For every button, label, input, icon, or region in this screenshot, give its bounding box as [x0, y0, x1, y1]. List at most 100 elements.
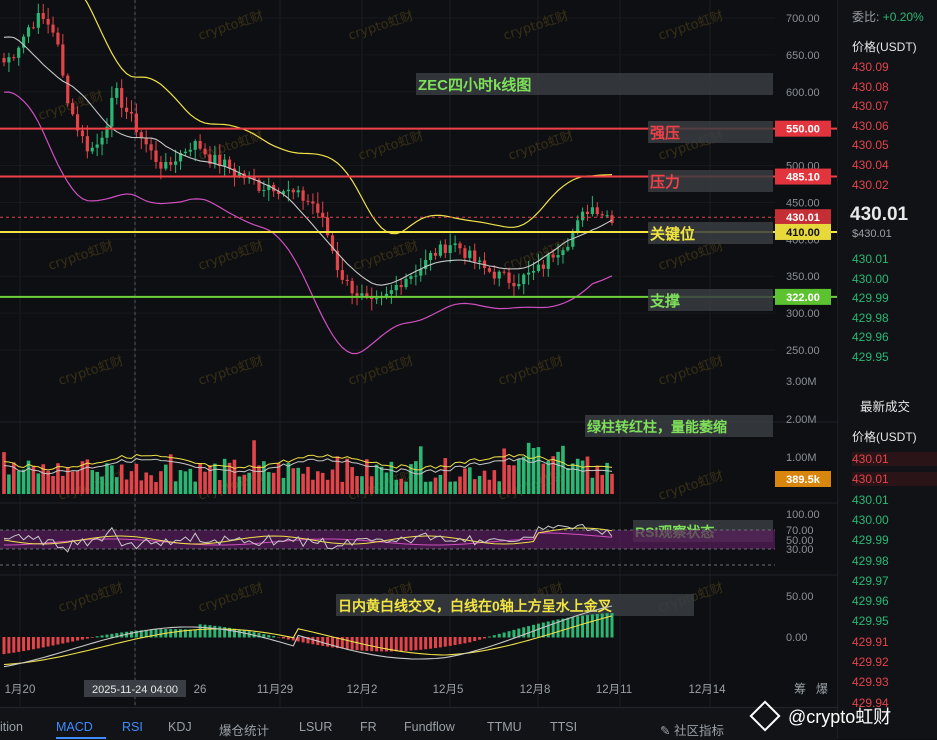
- candle-body: [326, 217, 330, 236]
- ask-price-row[interactable]: 430.05: [852, 138, 889, 153]
- macd-bar: [61, 637, 65, 644]
- candle-body: [115, 88, 119, 98]
- tab-lsur[interactable]: LSUR: [299, 720, 333, 734]
- watermark: crypto虹财: [197, 129, 266, 164]
- candle-body: [551, 254, 555, 258]
- macd-bar: [237, 629, 241, 638]
- macd-bar: [36, 637, 40, 649]
- chart-area[interactable]: crypto虹财 crypto虹财 crypto虹财 crypto虹财 crypto虹财…: [0, 0, 837, 739]
- volume-bar: [369, 476, 374, 494]
- volume-bar: [95, 471, 99, 494]
- macd-bar: [139, 630, 143, 638]
- volume-bar: [374, 464, 379, 494]
- volume-bar: [399, 478, 403, 494]
- volume-bar: [526, 442, 531, 494]
- candle-body: [330, 235, 335, 251]
- volume-bar: [85, 459, 90, 494]
- tab-ttmu[interactable]: TTMU: [487, 720, 522, 734]
- volume-bar: [291, 468, 296, 494]
- bid-price-row[interactable]: 429.99: [852, 291, 889, 306]
- support-annotation-box: [648, 289, 773, 311]
- candle-body: [159, 162, 163, 169]
- tab-macd[interactable]: MACD: [56, 720, 93, 734]
- bid-price-row[interactable]: 429.98: [852, 310, 889, 325]
- candle-body: [580, 211, 585, 221]
- macd-bar: [595, 613, 599, 638]
- macd-bar: [277, 637, 281, 638]
- tab-ttsi[interactable]: TTSI: [550, 720, 578, 734]
- trade-price-row: 429.96: [852, 594, 889, 609]
- candle-body: [541, 264, 545, 269]
- candle-body: [2, 57, 6, 63]
- community-indicator-button[interactable]: ✎ 社区指标: [660, 720, 724, 739]
- ask-price-row[interactable]: 430.04: [852, 158, 889, 172]
- ask-price-row[interactable]: 430.02: [852, 177, 889, 192]
- rsi-tick-label: 30.00: [786, 544, 814, 556]
- candle-body: [585, 211, 590, 215]
- price-tick-label: 450.00: [786, 197, 820, 209]
- volume-current-tag-bg: [775, 471, 831, 487]
- candle-body: [409, 276, 413, 279]
- candle-body: [600, 214, 604, 216]
- bid-price-row[interactable]: 429.95: [852, 350, 889, 364]
- time-tick-label: 1月20: [5, 684, 36, 696]
- tab-position[interactable]: ition: [0, 720, 23, 734]
- candle-body: [443, 244, 447, 254]
- ask-price-row[interactable]: 430.07: [852, 99, 889, 114]
- tab-kdj[interactable]: KDJ: [168, 720, 192, 734]
- macd-bar: [51, 637, 55, 646]
- bid-price-row[interactable]: 429.96: [852, 330, 889, 345]
- macd-dif-line: [3, 605, 613, 668]
- candle-body: [419, 269, 423, 276]
- candle-body: [262, 190, 266, 192]
- trade-price-row: 430.00: [852, 512, 889, 527]
- ask-price-row[interactable]: 430.09: [852, 60, 889, 74]
- tab-fr[interactable]: FR: [360, 720, 377, 734]
- crosshair-time-bg: [84, 680, 186, 697]
- candle-body: [512, 282, 516, 287]
- volume-tick-label: 2.00M: [786, 414, 817, 426]
- volume-bar: [517, 459, 521, 494]
- bid-price-row[interactable]: 430.00: [852, 271, 889, 286]
- candle-body: [276, 191, 281, 194]
- price-tick-label: 600.00: [786, 87, 820, 99]
- macd-bar: [90, 637, 94, 638]
- candle-body: [105, 126, 109, 138]
- ask-price-row[interactable]: 430.06: [852, 118, 889, 133]
- volume-bar: [16, 470, 21, 494]
- volume-bar: [262, 461, 266, 494]
- macd-tick-label: 50.00: [786, 591, 814, 603]
- candle-body: [71, 103, 75, 115]
- trade-price-row: 429.93: [852, 675, 889, 690]
- bid-price-row[interactable]: 430.01: [852, 252, 889, 266]
- volume-bar: [80, 461, 85, 494]
- candle-body: [463, 248, 467, 258]
- candle-body: [12, 57, 16, 59]
- trades-title: 最新成交: [860, 400, 911, 414]
- chart-title-annotation-box: [416, 73, 773, 95]
- last-price-usd: $430.01: [852, 228, 892, 240]
- macd-bar: [17, 637, 21, 652]
- liquidation-button: 爆: [816, 682, 828, 696]
- macd-bar: [154, 629, 158, 638]
- watermark: crypto虹财: [357, 129, 426, 164]
- candle-body: [453, 243, 457, 246]
- volume-bar: [570, 463, 575, 494]
- macd-bar: [365, 637, 369, 651]
- macd-bar: [507, 631, 511, 638]
- macd-bar: [355, 637, 359, 651]
- watermark: crypto虹财: [197, 581, 266, 616]
- candle-body: [183, 151, 188, 154]
- candle-body: [7, 57, 11, 63]
- tab-fundflow[interactable]: Fundflow: [404, 720, 455, 734]
- macd-bar: [581, 615, 585, 638]
- candle-body: [198, 141, 202, 149]
- volume-bar: [213, 463, 217, 494]
- macd-dea-line: [3, 615, 613, 666]
- tab-liquidation[interactable]: 爆仓统计: [219, 724, 270, 738]
- tab-rsi[interactable]: RSI: [122, 720, 143, 734]
- active-tab-underline: [56, 737, 106, 739]
- ask-price-row[interactable]: 430.08: [852, 79, 889, 94]
- kline-chart[interactable]: crypto虹财 crypto虹财 crypto虹财 crypto虹财 crypto虹财…: [0, 0, 837, 707]
- volume-bar: [384, 472, 389, 494]
